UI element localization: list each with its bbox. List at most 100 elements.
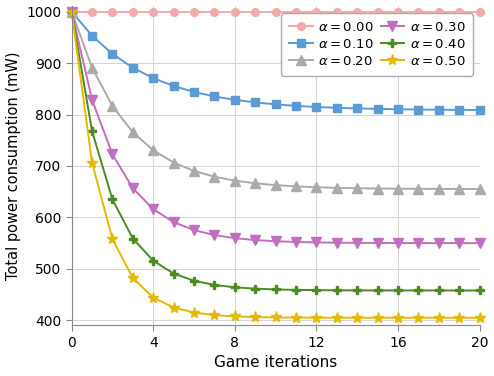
$\alpha = 0.00$	[273, 9, 279, 14]
Line: $\alpha = 0.40$: $\alpha = 0.40$	[68, 8, 484, 295]
$\alpha = 0.30$	[130, 186, 136, 191]
$\alpha = 0.40$	[415, 288, 421, 293]
$\alpha = 0.40$	[150, 259, 156, 263]
$\alpha = 0.40$	[191, 279, 197, 283]
$\alpha = 0.50$	[334, 315, 340, 320]
$\alpha = 0.50$	[415, 315, 421, 320]
$\alpha = 0.20$	[477, 187, 483, 191]
$\alpha = 0.00$	[415, 9, 421, 14]
$\alpha = 0.20$	[293, 184, 299, 189]
$\alpha = 0.10$	[191, 90, 197, 94]
$\alpha = 0.10$	[273, 102, 279, 107]
$\alpha = 0.50$	[211, 313, 217, 317]
$\alpha = 0.10$	[211, 94, 217, 99]
$\alpha = 0.00$	[191, 9, 197, 14]
$\alpha = 0.30$	[171, 220, 177, 224]
$\alpha = 0.50$	[69, 9, 75, 14]
$\alpha = 0.30$	[232, 236, 238, 240]
Line: $\alpha = 0.30$: $\alpha = 0.30$	[67, 7, 484, 248]
$\alpha = 0.30$	[436, 241, 442, 246]
$\alpha = 0.50$	[456, 315, 462, 320]
$\alpha = 0.10$	[232, 98, 238, 102]
$\alpha = 0.30$	[314, 240, 320, 245]
$\alpha = 0.10$	[252, 100, 258, 105]
$\alpha = 0.30$	[211, 233, 217, 237]
Line: $\alpha = 0.10$: $\alpha = 0.10$	[68, 8, 484, 114]
$\alpha = 0.10$	[89, 33, 95, 38]
$\alpha = 0.30$	[293, 240, 299, 244]
$\alpha = 0.40$	[436, 288, 442, 293]
$\alpha = 0.50$	[150, 295, 156, 300]
$\alpha = 0.40$	[211, 283, 217, 287]
$\alpha = 0.40$	[395, 288, 401, 293]
$\alpha = 0.00$	[334, 9, 340, 14]
$\alpha = 0.50$	[232, 314, 238, 319]
$\alpha = 0.00$	[395, 9, 401, 14]
$\alpha = 0.10$	[171, 84, 177, 88]
$\alpha = 0.10$	[130, 65, 136, 70]
X-axis label: Game iterations: Game iterations	[214, 355, 337, 370]
$\alpha = 0.40$	[334, 288, 340, 293]
$\alpha = 0.50$	[273, 315, 279, 320]
$\alpha = 0.20$	[415, 186, 421, 191]
$\alpha = 0.40$	[375, 288, 381, 293]
$\alpha = 0.50$	[477, 315, 483, 320]
$\alpha = 0.40$	[293, 288, 299, 292]
$\alpha = 0.00$	[110, 9, 116, 14]
$\alpha = 0.30$	[252, 238, 258, 242]
$\alpha = 0.30$	[456, 241, 462, 246]
$\alpha = 0.20$	[191, 169, 197, 173]
$\alpha = 0.00$	[477, 9, 483, 14]
$\alpha = 0.00$	[171, 9, 177, 14]
$\alpha = 0.30$	[334, 240, 340, 245]
$\alpha = 0.50$	[89, 161, 95, 165]
$\alpha = 0.40$	[232, 285, 238, 290]
$\alpha = 0.20$	[456, 187, 462, 191]
$\alpha = 0.00$	[69, 9, 75, 14]
$\alpha = 0.10$	[150, 76, 156, 80]
$\alpha = 0.30$	[69, 9, 75, 14]
$\alpha = 0.00$	[456, 9, 462, 14]
$\alpha = 0.30$	[354, 241, 360, 245]
$\alpha = 0.30$	[375, 241, 381, 245]
$\alpha = 0.00$	[314, 9, 320, 14]
$\alpha = 0.30$	[273, 239, 279, 244]
$\alpha = 0.40$	[130, 236, 136, 241]
$\alpha = 0.10$	[395, 107, 401, 112]
$\alpha = 0.10$	[436, 108, 442, 112]
$\alpha = 0.20$	[436, 186, 442, 191]
$\alpha = 0.00$	[232, 9, 238, 14]
Line: $\alpha = 0.20$: $\alpha = 0.20$	[67, 7, 484, 194]
$\alpha = 0.20$	[232, 178, 238, 183]
$\alpha = 0.00$	[89, 9, 95, 14]
$\alpha = 0.40$	[171, 271, 177, 276]
$\alpha = 0.40$	[456, 288, 462, 293]
$\alpha = 0.20$	[334, 186, 340, 190]
$\alpha = 0.00$	[211, 9, 217, 14]
$\alpha = 0.50$	[293, 315, 299, 320]
$\alpha = 0.50$	[354, 315, 360, 320]
$\alpha = 0.30$	[477, 241, 483, 246]
$\alpha = 0.30$	[395, 241, 401, 245]
$\alpha = 0.20$	[130, 130, 136, 135]
$\alpha = 0.10$	[477, 108, 483, 112]
$\alpha = 0.10$	[375, 107, 381, 111]
$\alpha = 0.20$	[375, 186, 381, 191]
$\alpha = 0.50$	[130, 276, 136, 280]
$\alpha = 0.00$	[354, 9, 360, 14]
$\alpha = 0.10$	[314, 105, 320, 109]
Legend: $\alpha = 0.00$, $\alpha = 0.10$, $\alpha = 0.20$, $\alpha = 0.30$, $\alpha = 0.: $\alpha = 0.00$, $\alpha = 0.10$, $\alph…	[282, 13, 473, 76]
$\alpha = 0.50$	[395, 315, 401, 320]
$\alpha = 0.20$	[211, 174, 217, 179]
$\alpha = 0.20$	[171, 160, 177, 165]
Line: $\alpha = 0.00$: $\alpha = 0.00$	[68, 8, 484, 15]
$\alpha = 0.10$	[293, 103, 299, 108]
$\alpha = 0.00$	[252, 9, 258, 14]
$\alpha = 0.00$	[150, 9, 156, 14]
$\alpha = 0.50$	[252, 315, 258, 319]
$\alpha = 0.20$	[110, 104, 116, 108]
$\alpha = 0.40$	[273, 287, 279, 292]
$\alpha = 0.00$	[293, 9, 299, 14]
$\alpha = 0.20$	[150, 148, 156, 153]
$\alpha = 0.30$	[110, 152, 116, 157]
